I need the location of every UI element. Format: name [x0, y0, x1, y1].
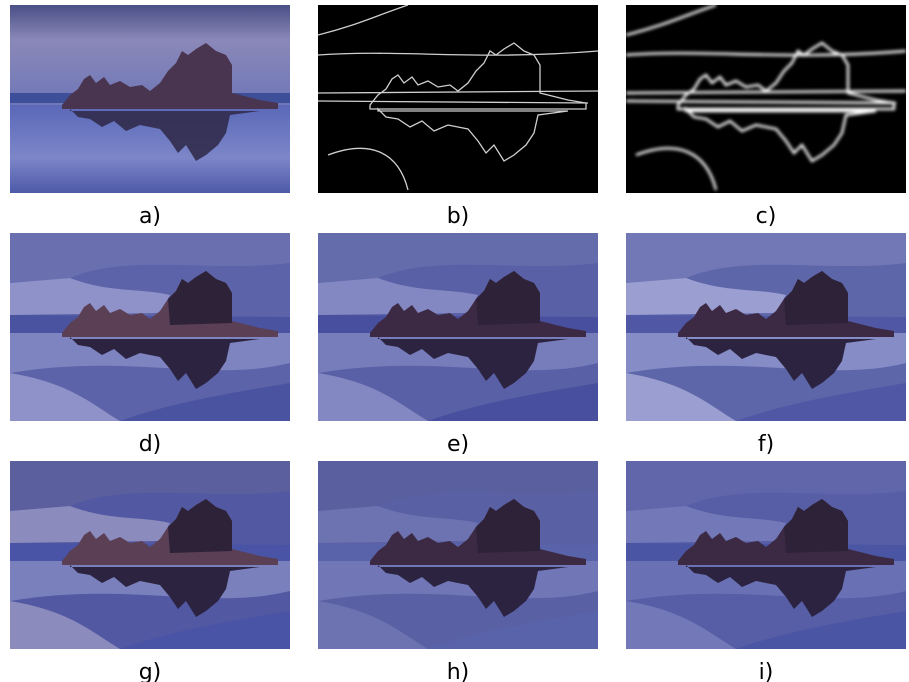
panel-label: e) [447, 432, 469, 457]
panel-label: d) [139, 432, 162, 457]
image-content [10, 461, 290, 649]
panel-label: i) [759, 660, 774, 682]
image-panel [626, 5, 906, 193]
panel-label: h) [447, 660, 470, 682]
panel-label: c) [756, 204, 777, 229]
panel-label: a) [139, 204, 161, 229]
image-panel [10, 5, 290, 193]
figure: a) b) c) d) e) f) g) h) i) [0, 0, 909, 682]
image-panel [10, 461, 290, 649]
image-content [318, 5, 598, 193]
image-panel [318, 233, 598, 421]
image-panel [10, 233, 290, 421]
background [626, 5, 906, 193]
image-panel [318, 461, 598, 649]
image-panel [626, 461, 906, 649]
image-content [626, 5, 906, 193]
image-panel [318, 5, 598, 193]
panel-label: g) [139, 660, 162, 682]
sky [10, 5, 290, 105]
background [318, 5, 598, 193]
image-content [626, 233, 906, 421]
image-content [318, 461, 598, 649]
image-content [626, 461, 906, 649]
image-panel [626, 233, 906, 421]
image-content [318, 233, 598, 421]
panel-label: b) [447, 204, 470, 229]
image-content [10, 233, 290, 421]
panel-label: f) [758, 432, 774, 457]
image-content [10, 5, 290, 193]
